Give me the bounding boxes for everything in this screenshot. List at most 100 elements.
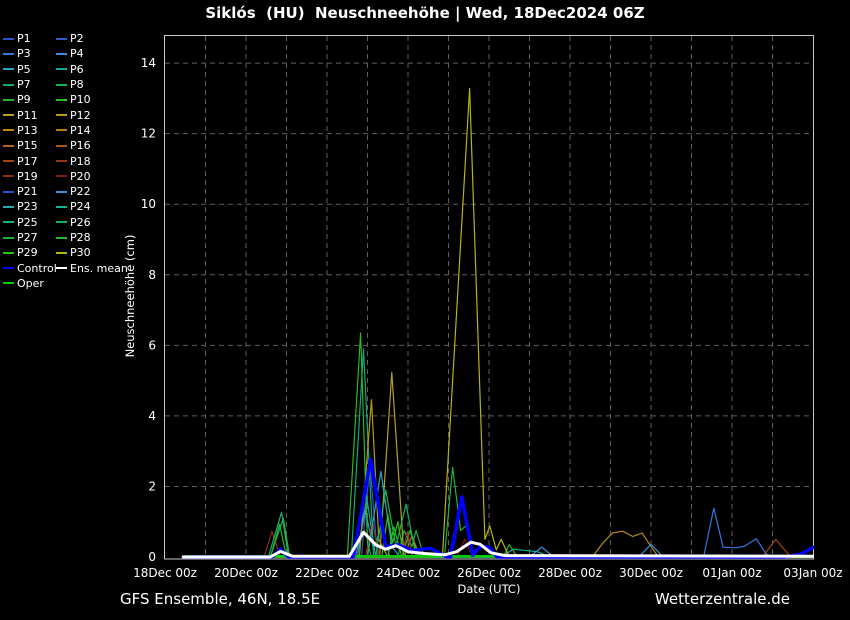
legend-label: P19 xyxy=(17,169,38,183)
legend-swatch-P14 xyxy=(56,129,67,132)
legend-item-P21: P21 xyxy=(3,184,56,199)
legend-label: P17 xyxy=(17,154,38,168)
y-tick-label: 8 xyxy=(148,268,156,282)
legend-swatch-P21 xyxy=(3,190,14,193)
series-line-P2 xyxy=(182,464,814,558)
x-tick-label: 28Dec 00z xyxy=(538,566,602,580)
legend-swatch-P29 xyxy=(3,251,14,254)
legend-label: Ens. mean xyxy=(70,261,128,275)
x-tick-label: 03Jan 00z xyxy=(783,566,842,580)
legend-item-P15: P15 xyxy=(3,138,56,153)
y-tick-label: 12 xyxy=(141,127,156,141)
legend-item-Ens--mean: Ens. mean xyxy=(56,260,128,275)
legend-label: P27 xyxy=(17,231,38,244)
legend-label: P30 xyxy=(70,246,91,260)
legend-label: P14 xyxy=(70,123,91,137)
legend-item-P19: P19 xyxy=(3,169,56,184)
legend-swatch-P22 xyxy=(56,190,67,193)
legend-label: P2 xyxy=(70,32,84,46)
legend-swatch-Ens--mean xyxy=(56,267,67,270)
legend-label: Control xyxy=(17,261,57,275)
site-credit-text: Wetterzentrale.de xyxy=(654,590,790,608)
legend-swatch-P19 xyxy=(3,175,14,178)
legend-swatch-P17 xyxy=(3,160,14,163)
legend-swatch-P30 xyxy=(56,251,67,254)
legend-item-P20: P20 xyxy=(56,169,126,184)
series-line-P23 xyxy=(182,470,814,558)
legend-item-P3: P3 xyxy=(3,46,56,61)
legend-item-P22: P22 xyxy=(56,184,126,199)
legend-label: P15 xyxy=(17,139,38,153)
legend-label: P12 xyxy=(70,108,91,122)
legend-item-P24: P24 xyxy=(56,199,126,214)
legend-item-P11: P11 xyxy=(3,107,56,122)
legend-item-P7: P7 xyxy=(3,77,56,92)
y-tick-label: 4 xyxy=(148,409,156,423)
legend-swatch-P18 xyxy=(56,160,67,163)
legend-label: P7 xyxy=(17,78,31,92)
legend-item-P6: P6 xyxy=(56,62,126,77)
x-axis-title: Date (UTC) xyxy=(458,582,521,596)
legend-swatch-P25 xyxy=(3,221,14,224)
legend-label: P16 xyxy=(70,139,91,153)
legend-item-P13: P13 xyxy=(3,123,56,138)
legend-swatch-P12 xyxy=(56,114,67,117)
legend-label: P23 xyxy=(17,200,38,214)
legend-label: P9 xyxy=(17,93,31,107)
legend-label: P24 xyxy=(70,200,91,214)
legend-swatch-P27 xyxy=(3,236,14,239)
legend-swatch-P5 xyxy=(3,68,14,71)
legend-swatch-P7 xyxy=(3,83,14,86)
legend-item-Oper: Oper xyxy=(3,276,56,291)
legend-item-P16: P16 xyxy=(56,138,126,153)
legend-label: P3 xyxy=(17,47,31,61)
y-axis-title: Neuschneehöhe (cm) xyxy=(123,235,137,358)
legend-item-P30: P30 xyxy=(56,245,126,260)
legend-item-P1: P1 xyxy=(3,31,56,46)
legend-item-P5: P5 xyxy=(3,62,56,77)
x-tick-label: 20Dec 00z xyxy=(214,566,278,580)
x-tick-label: 01Jan 00z xyxy=(702,566,761,580)
series-line-P27 xyxy=(182,466,814,558)
legend-item-P26: P26 xyxy=(56,215,126,230)
legend-swatch-Oper xyxy=(3,282,14,285)
legend-swatch-P2 xyxy=(56,37,67,40)
legend-label: P5 xyxy=(17,62,31,76)
y-tick-label: 14 xyxy=(141,56,156,70)
legend-label: P22 xyxy=(70,185,91,199)
series-group xyxy=(181,87,814,559)
model-info-text: GFS Ensemble, 46N, 18.5E xyxy=(120,590,321,608)
legend-item-P18: P18 xyxy=(56,153,126,168)
x-tick-label: 26Dec 00z xyxy=(457,566,521,580)
legend-label: P25 xyxy=(17,215,38,229)
series-line-P13 xyxy=(182,530,814,558)
legend-swatch-P1 xyxy=(3,37,14,40)
legend-item-P27: P27 xyxy=(3,230,56,245)
x-tick-label: 22Dec 00z xyxy=(295,566,359,580)
legend-item-P12: P12 xyxy=(56,107,126,122)
legend-swatch-P9 xyxy=(3,98,14,101)
legend-swatch-Control xyxy=(3,267,14,270)
legend-label: P21 xyxy=(17,185,38,199)
plot-border xyxy=(164,35,814,560)
legend-item-P17: P17 xyxy=(3,153,56,168)
legend-label: Oper xyxy=(17,276,44,290)
legend-swatch-P23 xyxy=(3,205,14,208)
legend-label: P13 xyxy=(17,123,38,137)
legend-swatch-P6 xyxy=(56,68,67,71)
x-tick-label: 30Dec 00z xyxy=(619,566,683,580)
legend-item-Control: Control xyxy=(3,260,57,275)
legend-label: P6 xyxy=(70,62,84,76)
legend-swatch-P4 xyxy=(56,52,67,55)
y-tick-label: 10 xyxy=(141,197,156,211)
legend-label: P11 xyxy=(17,108,38,122)
series-line-P30 xyxy=(182,87,814,558)
legend-swatch-P10 xyxy=(56,98,67,101)
legend-label: P10 xyxy=(70,93,91,107)
legend-item-P10: P10 xyxy=(56,92,126,107)
y-tick-label: 6 xyxy=(148,338,156,352)
legend-swatch-P20 xyxy=(56,175,67,178)
legend-swatch-P15 xyxy=(3,144,14,147)
legend-swatch-P16 xyxy=(56,144,67,147)
